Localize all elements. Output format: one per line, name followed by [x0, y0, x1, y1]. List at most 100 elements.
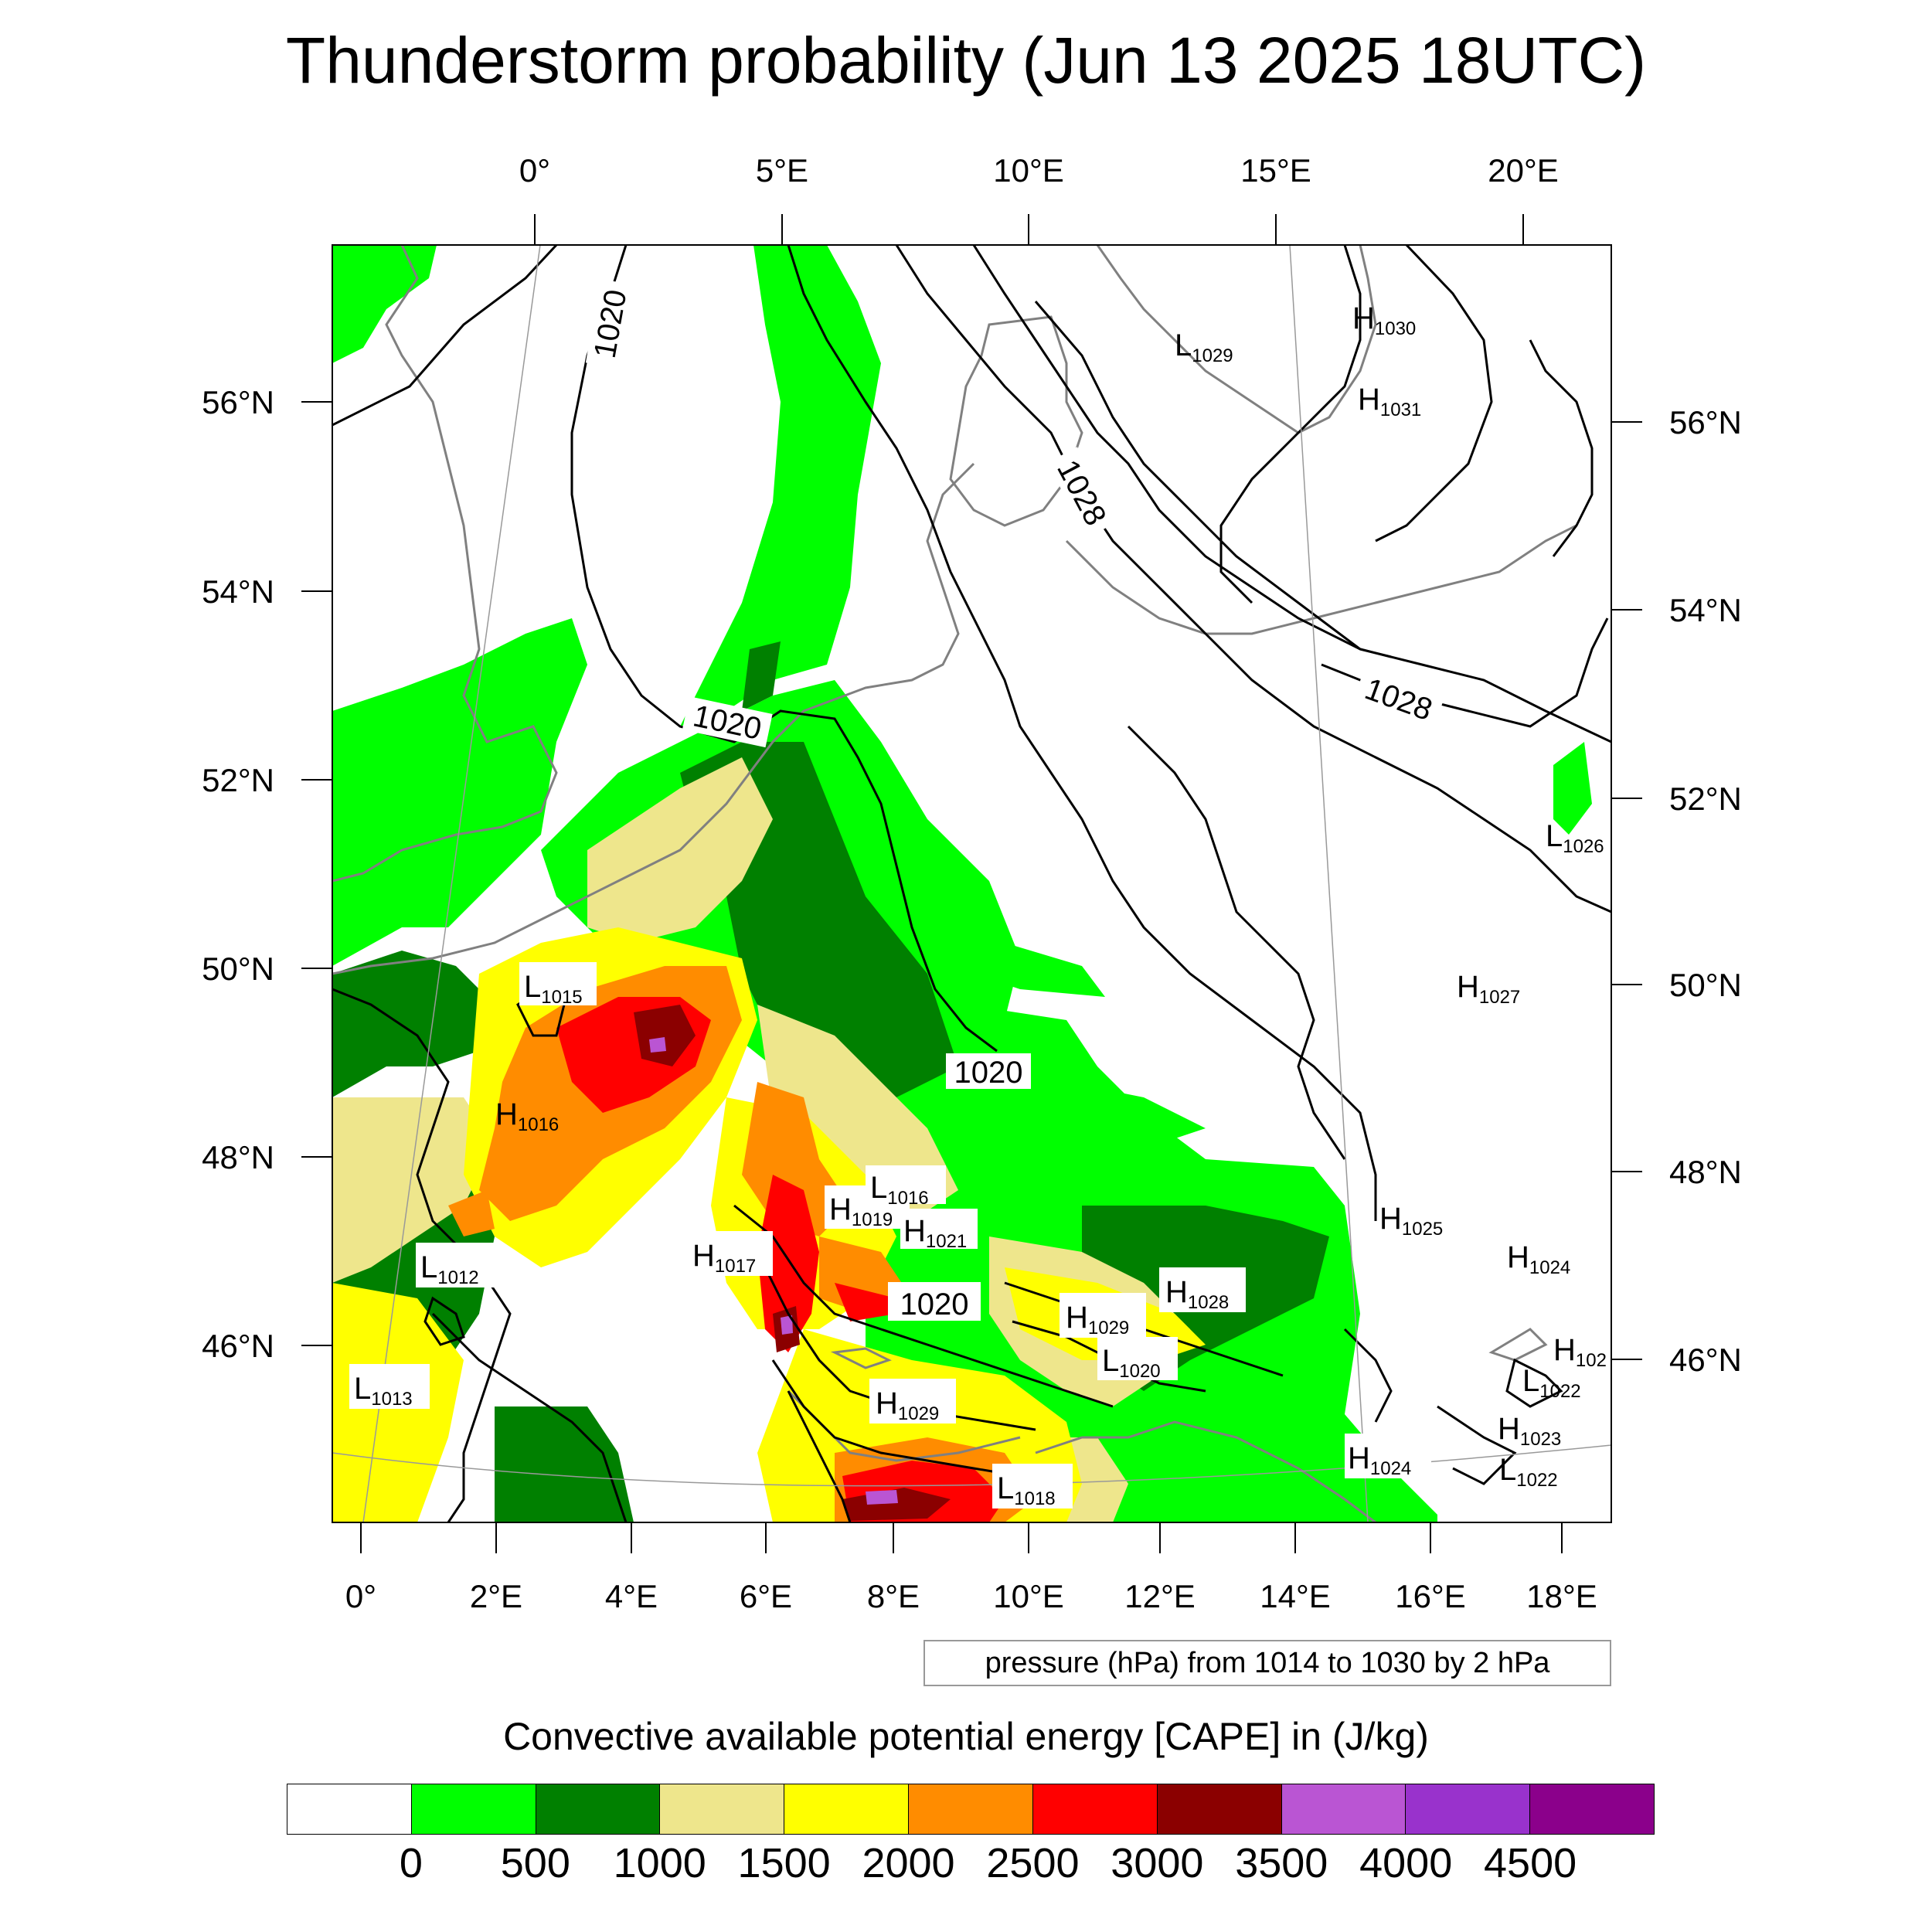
colorbar-swatch — [1281, 1784, 1406, 1834]
bottom-lon-label: 18°E — [1526, 1578, 1597, 1614]
colorbar-title: Convective available potential energy [C… — [503, 1715, 1429, 1758]
colorbar-tick-label: 2500 — [986, 1840, 1080, 1886]
svg-text:H1027: H1027 — [1457, 970, 1520, 1008]
svg-text:H1017: H1017 — [692, 1239, 756, 1277]
pressure-center-type: H — [1498, 1412, 1520, 1446]
pressure-center-value: 1013 — [371, 1389, 412, 1410]
pressure-center-type: H — [692, 1239, 715, 1273]
svg-text:L1018: L1018 — [997, 1471, 1056, 1509]
isobar-label: 1028 — [1360, 672, 1437, 727]
isobar-label: 1020 — [954, 1056, 1023, 1090]
colorbar-tick-label: 4000 — [1359, 1840, 1453, 1886]
pressure-center-value: 1017 — [715, 1256, 756, 1277]
cape-khaki-france — [332, 1097, 495, 1283]
cape-green-scotland — [332, 245, 437, 363]
bottom-lon-label: 2°E — [470, 1578, 522, 1614]
pressure-center-value: 1020 — [1119, 1361, 1160, 1382]
pressure-center-value: 1024 — [1370, 1458, 1411, 1479]
colorbar-swatch — [1156, 1784, 1281, 1834]
top-lon-labels: 0° 5°E 10°E 15°E 20°E — [519, 152, 1559, 189]
colorbar-tick-label: 1000 — [613, 1840, 706, 1886]
isobar-label: 1028 — [1050, 454, 1113, 531]
colorbar-tick-label: 0 — [399, 1840, 423, 1886]
isobar-1020-north — [332, 245, 998, 1053]
colorbar-tick-label: 3000 — [1111, 1840, 1204, 1886]
cape-darkred-ardennes — [634, 1005, 696, 1066]
pressure-center-type: L — [420, 1250, 437, 1284]
svg-text:H102: H102 — [1553, 1333, 1607, 1371]
pressure-center-value: 1024 — [1529, 1257, 1570, 1278]
cape-green-west — [332, 618, 587, 966]
pressure-center-value: 1027 — [1479, 987, 1520, 1008]
pressure-center-value: 1028 — [1188, 1292, 1229, 1313]
top-lon-label: 5°E — [756, 152, 808, 189]
cape-darkgreen-southfrance — [495, 1406, 634, 1522]
isobar-hungary-1 — [1343, 1328, 1393, 1423]
svg-text:L1026: L1026 — [1546, 819, 1604, 857]
isobar-low-france — [423, 1296, 465, 1346]
pressure-center-type: L — [870, 1171, 887, 1205]
cape-purple-ardennes — [649, 1037, 666, 1053]
pressure-center-type: H — [903, 1214, 926, 1248]
svg-text:H1021: H1021 — [903, 1214, 967, 1252]
svg-text:H1019: H1019 — [829, 1192, 893, 1230]
svg-text:H1025: H1025 — [1379, 1202, 1443, 1240]
colorbar-swatch — [287, 1784, 411, 1834]
top-lon-label: 10°E — [993, 152, 1064, 189]
top-lon-label: 20°E — [1488, 152, 1559, 189]
cape-green-northsea-band — [680, 245, 881, 726]
colorbar-tick-label: 3500 — [1235, 1840, 1328, 1886]
cape-purple-alsace — [781, 1315, 793, 1335]
pressure-info-box: pressure (hPa) from 1014 to 1030 by 2 hP… — [923, 1640, 1611, 1686]
right-lat-label: 54°N — [1669, 592, 1742, 628]
svg-text:H1024: H1024 — [1348, 1441, 1411, 1479]
pressure-center-value: 1022 — [1539, 1381, 1580, 1402]
pressure-center-value: 1018 — [1014, 1488, 1055, 1509]
pressure-center-type: H — [495, 1097, 518, 1131]
coast-jutland — [949, 315, 1083, 527]
colorbar-tick-label: 4500 — [1484, 1840, 1577, 1886]
isobar-scandinavia — [1219, 245, 1493, 604]
svg-text:H1029: H1029 — [876, 1386, 939, 1424]
svg-text:L1029: L1029 — [1175, 328, 1233, 366]
colorbar-tick-label: 1500 — [737, 1840, 831, 1886]
colorbar-swatch — [535, 1784, 660, 1834]
isobar-alps-1 — [733, 1204, 1114, 1408]
pressure-center-type: L — [1522, 1364, 1539, 1398]
pressure-center-value: 1016 — [518, 1114, 559, 1135]
colorbar-ticks: 0 500 1000 1500 2000 2500 3000 3500 4000 4500 — [0, 1839, 1932, 1893]
isobar-1028-north — [1034, 301, 1392, 658]
colorbar-tick-label: 500 — [500, 1840, 570, 1886]
pressure-center-value: 1012 — [437, 1267, 478, 1288]
isobar-label: 1020 — [900, 1287, 969, 1321]
cape-green-north-east-strips — [904, 912, 1105, 997]
right-lat-label: 46°N — [1669, 1342, 1742, 1378]
pressure-center-value: 1015 — [541, 987, 582, 1008]
isobar-1026 — [972, 245, 1611, 743]
svg-text:H1023: H1023 — [1498, 1412, 1561, 1450]
colorbar-swatch — [1405, 1784, 1530, 1834]
bottom-lon-label: 16°E — [1395, 1578, 1466, 1614]
pressure-center-type: H — [829, 1192, 852, 1226]
coast-continent — [332, 462, 975, 975]
right-lat-labels: 56°N 54°N 52°N 50°N 48°N 46°N — [1669, 404, 1742, 1378]
pressure-center-value: 1029 — [1192, 345, 1233, 366]
colorbar-swatch — [1529, 1784, 1654, 1834]
pressure-center-value: 1025 — [1402, 1219, 1443, 1240]
pressure-center-type: L — [354, 1372, 371, 1406]
right-lat-label: 52°N — [1669, 781, 1742, 817]
left-lat-label: 48°N — [202, 1139, 274, 1175]
pressure-center-value: 102 — [1576, 1350, 1607, 1371]
bottom-lon-label: 12°E — [1124, 1578, 1196, 1614]
left-lat-label: 50°N — [202, 951, 274, 987]
isobar-east-h — [1505, 1358, 1563, 1408]
pressure-center-type: H — [1457, 970, 1479, 1004]
cape-orange-small — [448, 1190, 495, 1236]
svg-text:L1013: L1013 — [354, 1372, 413, 1410]
pressure-center-value: 1016 — [887, 1188, 928, 1209]
pressure-centers: L1015 H1016 L1012 L1013 H1017 H1019 L101… — [349, 301, 1607, 1509]
svg-text:L1015: L1015 — [524, 970, 583, 1008]
coast-adriatic — [1035, 1420, 1376, 1522]
isobar-west-france — [431, 1312, 628, 1522]
